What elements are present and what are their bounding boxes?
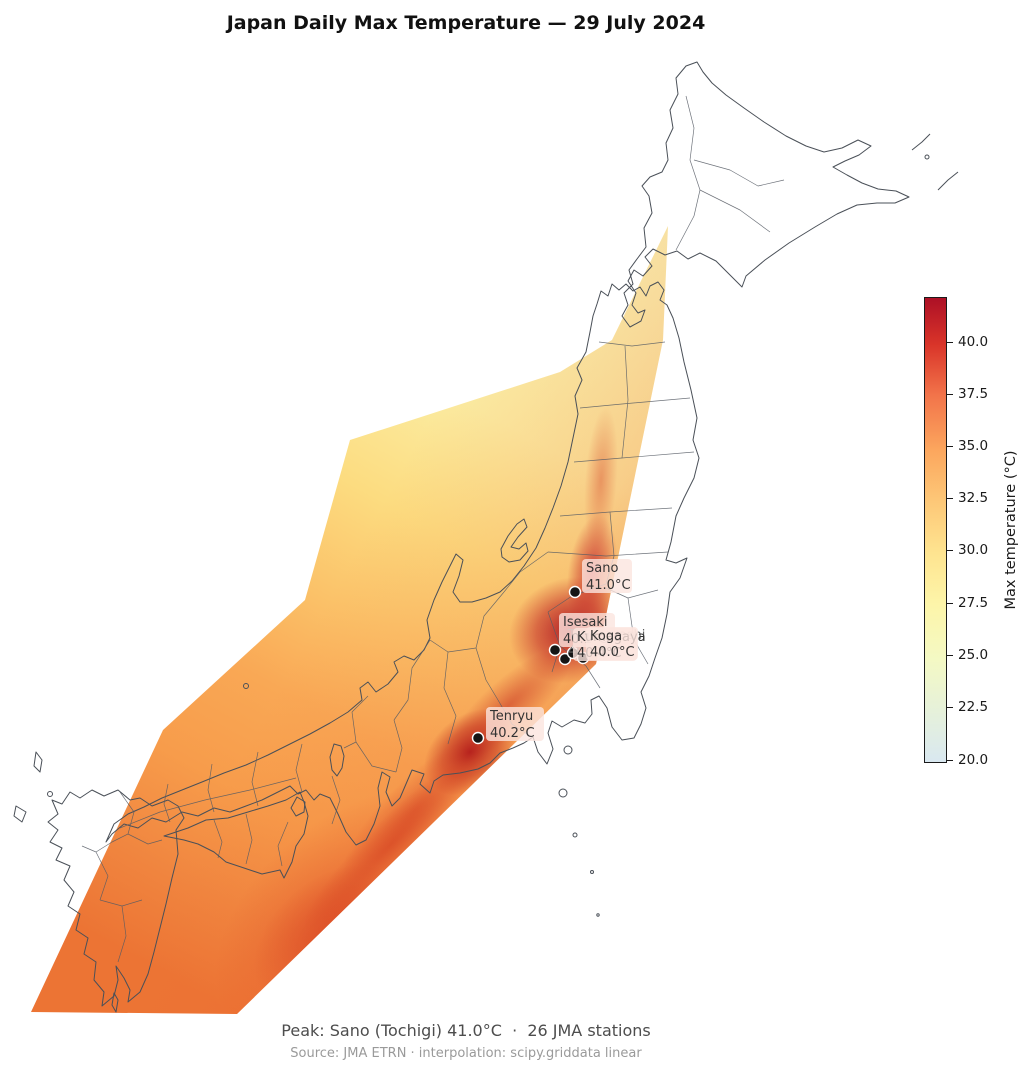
footer-peak-line: Peak: Sano (Tochigi) 41.0°C · 26 JMA sta…: [281, 1021, 651, 1040]
station-name-tenryu: Tenryu: [489, 709, 533, 724]
colorbar-tick: [947, 655, 953, 656]
station-dot-tenryu: [471, 731, 485, 745]
awaji-island: [290, 796, 306, 817]
station-label-koga: Koga 40.0°C: [586, 627, 638, 660]
iki-island: [47, 791, 53, 797]
sado-island: [500, 518, 529, 563]
colorbar-tick: [947, 707, 953, 708]
station-temp-koga: 40.0°C: [590, 645, 635, 660]
izu-island-2: [558, 788, 568, 798]
colorbar-tick: [947, 446, 953, 447]
station-dot-isesaki: [548, 643, 562, 657]
shikoku-outline: [163, 791, 309, 879]
colorbar-gradient: [924, 297, 947, 763]
colorbar-tick: [947, 498, 953, 499]
colorbar-tick-label: 20.0: [958, 752, 989, 768]
hokkaido-outline: [621, 61, 910, 328]
chart-title: Japan Daily Max Temperature — 29 July 20…: [226, 12, 706, 34]
kuril-fragment-2: [937, 171, 959, 191]
colorbar-tick-label: 40.0: [958, 334, 989, 350]
kuril-fragment-1: [911, 133, 931, 151]
station-dot-sano: [568, 585, 582, 599]
station-name-isesaki: Isesaki: [563, 615, 607, 630]
izu-island-4: [590, 870, 594, 874]
izu-island-3: [572, 832, 578, 838]
station-name-sano: Sano: [586, 561, 618, 576]
coastlines: [13, 61, 959, 1013]
kuril-islet: [924, 154, 930, 160]
colorbar-tick: [947, 342, 953, 343]
colorbar-tick-label: 25.0: [958, 647, 989, 663]
lake-biwa: [329, 743, 345, 777]
colorbar-tick: [947, 394, 953, 395]
footer-source-line: Source: JMA ETRN · interpolation: scipy.…: [290, 1046, 642, 1061]
colorbar-tick-label: 30.0: [958, 542, 989, 558]
colorbar-tick-label: 35.0: [958, 438, 989, 454]
station-label-sano: Sano 41.0°C: [582, 559, 632, 593]
honshu-outline: [105, 281, 700, 846]
colorbar-tick: [947, 760, 953, 761]
goto-islands: [13, 805, 27, 823]
colorbar-tick-label: 27.5: [958, 595, 989, 611]
hotspot-bottom-streak: [303, 758, 477, 932]
station-label-tenryu: Tenryu 40.2°C: [486, 707, 544, 741]
colorbar-tick-label: 32.5: [958, 490, 989, 506]
station-temp-sano: 41.0°C: [586, 578, 631, 593]
station-name-koga: Koga: [590, 629, 622, 644]
station-temp-tenryu: 40.2°C: [490, 726, 535, 741]
izu-island-5: [596, 913, 600, 917]
colorbar-axis-label: Max temperature (°C): [1003, 450, 1019, 610]
colorbar-tick-label: 37.5: [958, 386, 989, 402]
colorbar-tick: [947, 550, 953, 551]
colorbar-tick-label: 22.5: [958, 699, 989, 715]
tsushima-island: [33, 751, 43, 773]
kyushu-outline: [47, 789, 185, 1007]
izu-oshima-island: [563, 745, 573, 755]
oki-island: [243, 683, 249, 689]
tanegashima-island: [111, 992, 119, 1013]
colorbar-tick: [947, 603, 953, 604]
